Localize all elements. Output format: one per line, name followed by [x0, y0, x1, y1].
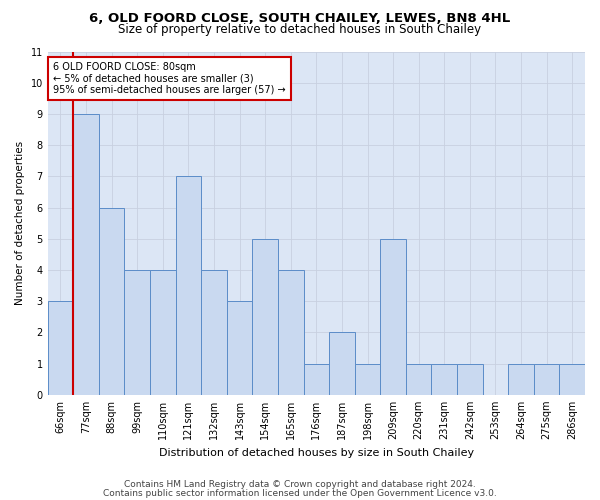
- Bar: [559, 364, 585, 395]
- Bar: [534, 364, 559, 395]
- Bar: [253, 239, 278, 395]
- Bar: [124, 270, 150, 395]
- Bar: [176, 176, 201, 395]
- Bar: [431, 364, 457, 395]
- Bar: [406, 364, 431, 395]
- Bar: [329, 332, 355, 395]
- Text: 6, OLD FOORD CLOSE, SOUTH CHAILEY, LEWES, BN8 4HL: 6, OLD FOORD CLOSE, SOUTH CHAILEY, LEWES…: [89, 12, 511, 26]
- Bar: [47, 301, 73, 395]
- Text: Contains public sector information licensed under the Open Government Licence v3: Contains public sector information licen…: [103, 488, 497, 498]
- Bar: [380, 239, 406, 395]
- Bar: [508, 364, 534, 395]
- Text: 6 OLD FOORD CLOSE: 80sqm
← 5% of detached houses are smaller (3)
95% of semi-det: 6 OLD FOORD CLOSE: 80sqm ← 5% of detache…: [53, 62, 286, 95]
- Bar: [73, 114, 99, 395]
- Bar: [201, 270, 227, 395]
- Bar: [99, 208, 124, 395]
- Text: Size of property relative to detached houses in South Chailey: Size of property relative to detached ho…: [118, 22, 482, 36]
- Text: Contains HM Land Registry data © Crown copyright and database right 2024.: Contains HM Land Registry data © Crown c…: [124, 480, 476, 489]
- Bar: [227, 301, 253, 395]
- Bar: [457, 364, 482, 395]
- Bar: [355, 364, 380, 395]
- Bar: [304, 364, 329, 395]
- Y-axis label: Number of detached properties: Number of detached properties: [15, 141, 25, 305]
- Bar: [278, 270, 304, 395]
- X-axis label: Distribution of detached houses by size in South Chailey: Distribution of detached houses by size …: [159, 448, 474, 458]
- Bar: [150, 270, 176, 395]
